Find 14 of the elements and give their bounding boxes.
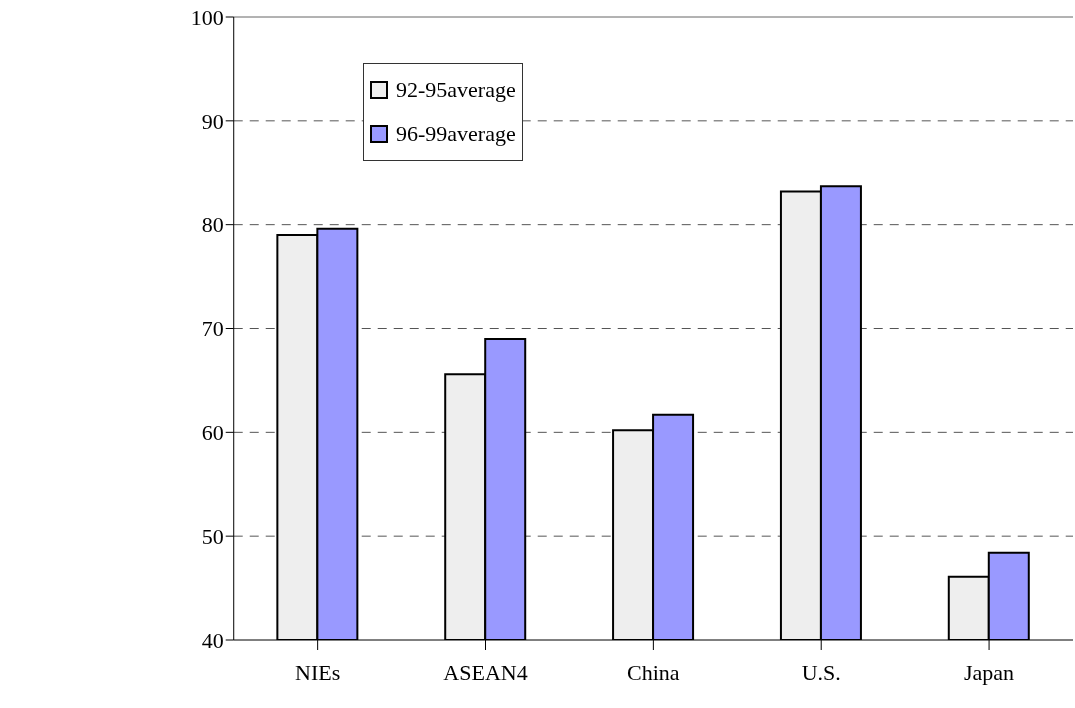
y-tick-label: 80 xyxy=(201,212,224,238)
x-tick-label: Japan xyxy=(964,659,1015,685)
legend-label: 92-95average xyxy=(396,76,516,104)
y-tick-label: 40 xyxy=(201,627,224,653)
y-tick-label: 70 xyxy=(201,316,224,342)
y-tick-label: 100 xyxy=(190,4,224,30)
y-tick-label: 50 xyxy=(201,523,224,549)
y-tick-label: 90 xyxy=(201,108,224,134)
x-tick-label: U.S. xyxy=(801,659,841,685)
x-tick-label: NIEs xyxy=(295,659,341,685)
x-tick-label: ASEAN4 xyxy=(443,659,528,685)
x-tick-label: China xyxy=(627,659,680,685)
y-tick-label: 60 xyxy=(201,420,224,446)
legend-label: 96-99average xyxy=(396,120,516,148)
